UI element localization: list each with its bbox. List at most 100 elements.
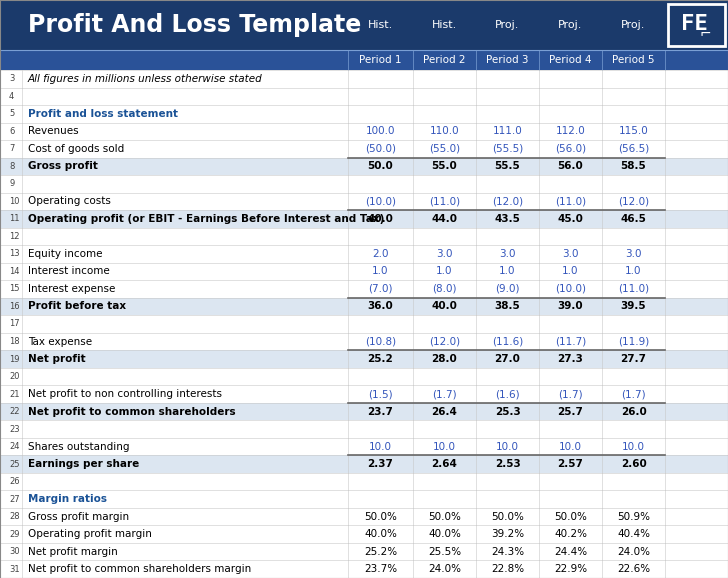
Text: 18: 18: [9, 337, 20, 346]
Text: (11.7): (11.7): [555, 336, 586, 347]
Bar: [0, 438, 728, 455]
Text: 24: 24: [9, 442, 20, 451]
Text: Proj.: Proj.: [495, 20, 520, 30]
Text: (9.0): (9.0): [495, 284, 520, 294]
Text: 10.0: 10.0: [369, 442, 392, 451]
Text: 110.0: 110.0: [430, 127, 459, 136]
Text: 39.0: 39.0: [558, 302, 583, 312]
Bar: [0, 333, 728, 350]
Bar: [0, 350, 728, 368]
Text: 31: 31: [9, 565, 20, 574]
Bar: [0, 210, 728, 228]
Bar: [0, 315, 728, 333]
Text: 9: 9: [9, 179, 15, 188]
Bar: [0, 280, 728, 298]
Text: 5: 5: [9, 109, 15, 118]
Bar: [0, 50, 728, 70]
Text: Tax expense: Tax expense: [28, 336, 92, 347]
Text: Hist.: Hist.: [368, 20, 393, 30]
Text: 15: 15: [9, 284, 20, 294]
Text: Net profit margin: Net profit margin: [28, 547, 118, 557]
Text: Operating profit margin: Operating profit margin: [28, 529, 152, 539]
Text: Interest expense: Interest expense: [28, 284, 115, 294]
Text: 22.9%: 22.9%: [554, 564, 587, 574]
Text: 25.2%: 25.2%: [364, 547, 397, 557]
Text: (12.0): (12.0): [429, 336, 460, 347]
Text: 1.0: 1.0: [499, 266, 515, 276]
Text: (1.7): (1.7): [558, 389, 583, 399]
Text: 2.53: 2.53: [494, 459, 521, 469]
Text: (55.5): (55.5): [492, 144, 523, 154]
Text: 112.0: 112.0: [555, 127, 585, 136]
Text: 28.0: 28.0: [432, 354, 457, 364]
Text: (1.5): (1.5): [368, 389, 393, 399]
Text: Hist.: Hist.: [432, 20, 457, 30]
Text: 6: 6: [9, 127, 15, 136]
Text: 3.0: 3.0: [436, 249, 453, 259]
Text: 2.60: 2.60: [621, 459, 646, 469]
Text: 13: 13: [9, 250, 20, 258]
Text: 8: 8: [9, 162, 15, 171]
Text: (8.0): (8.0): [432, 284, 456, 294]
Text: 50.0%: 50.0%: [364, 512, 397, 522]
Text: (50.0): (50.0): [365, 144, 396, 154]
Text: Net profit to common shareholders margin: Net profit to common shareholders margin: [28, 564, 251, 574]
Text: Revenues: Revenues: [28, 127, 79, 136]
Bar: [0, 192, 728, 210]
Bar: [0, 262, 728, 280]
Text: 23: 23: [9, 425, 20, 434]
Text: Operating costs: Operating costs: [28, 197, 111, 206]
Text: (10.8): (10.8): [365, 336, 396, 347]
Text: 40.0: 40.0: [368, 214, 393, 224]
Bar: [0, 386, 728, 403]
Text: Proj.: Proj.: [558, 20, 582, 30]
Text: Interest income: Interest income: [28, 266, 110, 276]
Text: 3.0: 3.0: [499, 249, 515, 259]
Text: Period 4: Period 4: [549, 55, 592, 65]
Bar: [0, 158, 728, 175]
Text: Period 3: Period 3: [486, 55, 529, 65]
Bar: [0, 123, 728, 140]
Text: 40.0%: 40.0%: [364, 529, 397, 539]
Text: (1.7): (1.7): [432, 389, 456, 399]
Text: (11.0): (11.0): [555, 197, 586, 206]
Text: Net profit to common shareholders: Net profit to common shareholders: [28, 406, 236, 417]
Text: 12: 12: [9, 232, 20, 241]
Text: 22.6%: 22.6%: [617, 564, 650, 574]
Text: (12.0): (12.0): [618, 197, 649, 206]
Text: 39.5: 39.5: [621, 302, 646, 312]
Text: 1.0: 1.0: [436, 266, 453, 276]
Text: 25.2: 25.2: [368, 354, 393, 364]
Text: 1.0: 1.0: [625, 266, 642, 276]
Text: (1.6): (1.6): [495, 389, 520, 399]
Text: 20: 20: [9, 372, 20, 381]
Text: 22: 22: [9, 407, 20, 416]
Text: 26.0: 26.0: [621, 406, 646, 417]
Text: 3.0: 3.0: [562, 249, 579, 259]
Bar: [0, 455, 728, 473]
Text: 39.2%: 39.2%: [491, 529, 524, 539]
Text: (56.5): (56.5): [618, 144, 649, 154]
Text: 10.0: 10.0: [622, 442, 645, 451]
Text: 24.4%: 24.4%: [554, 547, 587, 557]
Text: 58.5: 58.5: [621, 161, 646, 171]
Text: 43.5: 43.5: [494, 214, 521, 224]
Text: Equity income: Equity income: [28, 249, 103, 259]
Text: (11.0): (11.0): [618, 284, 649, 294]
Text: Net profit: Net profit: [28, 354, 86, 364]
Text: 10.0: 10.0: [496, 442, 519, 451]
Bar: [0, 298, 728, 315]
Text: 25: 25: [9, 460, 20, 469]
Bar: [0, 87, 728, 105]
Text: 50.0%: 50.0%: [428, 512, 461, 522]
Text: Shares outstanding: Shares outstanding: [28, 442, 130, 451]
Bar: [0, 473, 728, 490]
Text: 25.3: 25.3: [494, 406, 521, 417]
Text: 22.8%: 22.8%: [491, 564, 524, 574]
Text: 23.7%: 23.7%: [364, 564, 397, 574]
Bar: [0, 140, 728, 158]
Text: 10.0: 10.0: [559, 442, 582, 451]
Text: 25.7: 25.7: [558, 406, 583, 417]
Text: 28: 28: [9, 512, 20, 521]
Text: (1.7): (1.7): [621, 389, 646, 399]
